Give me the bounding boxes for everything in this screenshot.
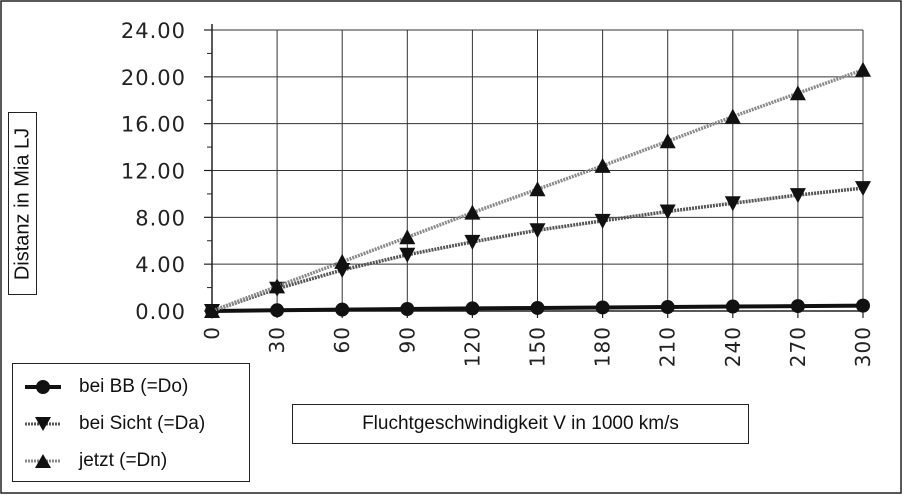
data-point xyxy=(530,300,545,315)
data-point xyxy=(595,300,610,315)
data-point xyxy=(529,223,546,239)
y-axis-label: Distanz in Mia LJ xyxy=(11,127,33,280)
data-point xyxy=(400,302,415,317)
data-point xyxy=(594,213,611,229)
y-tick-label: 4.00 xyxy=(135,253,186,277)
data-point xyxy=(270,303,285,318)
data-point xyxy=(724,108,741,124)
x-tick-label: 150 xyxy=(526,326,550,367)
legend-item-dn: jetzt (=Dn) xyxy=(13,446,249,476)
circle-marker-icon xyxy=(25,380,61,394)
series xyxy=(204,61,871,319)
data-point xyxy=(204,303,220,318)
y-axis-label-box: Distanz in Mia LJ xyxy=(8,112,37,295)
x-tick-label: 60 xyxy=(330,326,354,353)
data-point xyxy=(789,85,806,101)
series-3 xyxy=(204,61,871,318)
data-point xyxy=(855,181,871,197)
x-tick-label: 210 xyxy=(656,326,680,367)
data-point xyxy=(659,204,676,220)
legend-label-da: bei Sicht (=Da) xyxy=(79,413,206,434)
y-tick-label: 16.00 xyxy=(121,113,186,137)
data-point xyxy=(269,278,286,294)
data-point xyxy=(594,157,611,173)
x-tick-label: 0 xyxy=(200,326,224,340)
x-tick-label: 300 xyxy=(851,326,875,367)
x-tick-labels: 0 30 60 90 120 150 180 210 240 270 300 xyxy=(200,326,875,367)
data-point xyxy=(334,253,351,269)
x-tick-label: 180 xyxy=(591,326,615,367)
legend: bei BB (=Do) bei Sicht (=Da) jetzt (=Dn) xyxy=(12,363,250,482)
data-point xyxy=(399,229,416,245)
data-point xyxy=(464,234,481,250)
x-tick-label: 270 xyxy=(786,326,810,367)
grid xyxy=(212,29,864,311)
legend-item-do: bei BB (=Do) xyxy=(13,372,249,402)
triangle-up-marker-icon xyxy=(25,454,61,468)
legend-label-dn: jetzt (=Dn) xyxy=(79,450,168,471)
data-point xyxy=(464,204,481,220)
y-tick-label: 8.00 xyxy=(135,206,186,230)
data-point xyxy=(855,61,871,77)
legend-item-da: bei Sicht (=Da) xyxy=(13,409,249,439)
x-tick-label: 90 xyxy=(395,326,419,353)
legend-label-do: bei BB (=Do) xyxy=(79,376,189,397)
data-point xyxy=(790,299,805,314)
x-axis-label: Fluchtgeschwindigkeit V in 1000 km/s xyxy=(362,413,679,434)
x-axis-label-box: Fluchtgeschwindigkeit V in 1000 km/s xyxy=(292,404,749,444)
y-tick-label: 24.00 xyxy=(121,19,186,43)
data-point xyxy=(659,133,676,149)
data-point xyxy=(465,301,480,316)
data-point xyxy=(335,302,350,317)
x-tick-label: 30 xyxy=(265,326,289,353)
y-tick-label: 20.00 xyxy=(121,66,186,90)
x-tick-label: 240 xyxy=(721,326,745,367)
data-point xyxy=(399,247,416,263)
data-point xyxy=(725,299,740,314)
data-point xyxy=(724,196,741,212)
y-tick-label: 0.00 xyxy=(135,300,186,324)
y-tick-labels: 0.00 4.00 8.00 12.00 16.00 20.00 24.00 xyxy=(121,19,186,324)
data-point xyxy=(529,181,546,197)
triangle-down-marker-icon xyxy=(25,417,61,431)
x-tick-label: 120 xyxy=(460,326,484,367)
y-tick-label: 12.00 xyxy=(121,160,186,184)
data-point xyxy=(789,188,806,204)
series-line xyxy=(211,68,864,313)
data-point xyxy=(660,300,675,315)
data-point xyxy=(856,298,870,313)
